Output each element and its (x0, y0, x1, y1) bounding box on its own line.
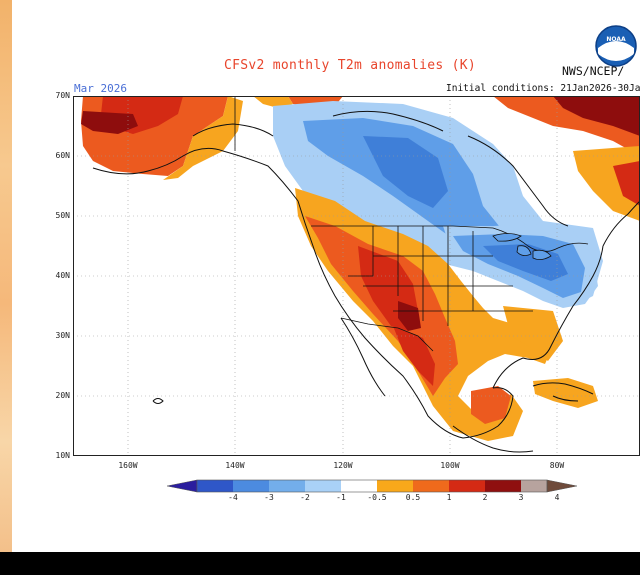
colorbar-triangle-high (546, 479, 577, 493)
anomaly-bering-extreme (81, 111, 138, 134)
anomaly-north-edge (253, 96, 293, 108)
colorbar-segment-3 (269, 480, 305, 492)
lat-label-50n: 50N (55, 211, 70, 220)
colorbar-segment-4 (305, 480, 341, 492)
lat-label-10n: 10N (55, 451, 70, 460)
chart-title: CFSv2 monthly T2m anomalies (K) (224, 58, 476, 73)
lon-label-120w: 120W (333, 461, 353, 470)
coastlines (92, 110, 640, 453)
noaa-logo-icon: NOAA (595, 25, 637, 67)
lat-label-20n: 20N (55, 391, 70, 400)
anomaly-southwest-extreme (398, 301, 421, 331)
anomaly-alaska-edge (163, 96, 243, 180)
grid-lines (73, 96, 640, 456)
great-lakes (492, 233, 552, 260)
colorbar-triangle-low (167, 479, 198, 493)
colorbar-tick-6: 0.5 (405, 493, 421, 502)
colorbar-segment-2 (233, 480, 269, 492)
lon-label-80w: 80W (549, 461, 565, 470)
anomaly-mexico-hot (393, 326, 435, 386)
anomaly-labrador-hot (613, 161, 640, 206)
colorbar-tick-8: 2 (482, 493, 488, 502)
colorbar (167, 479, 577, 493)
noaa-logo-text: NOAA (606, 36, 626, 43)
colorbar-segment-10 (521, 480, 547, 492)
lon-label-140w: 140W (225, 461, 245, 470)
anomaly-greenland-extreme (553, 96, 640, 136)
colorbar-tick-2: -3 (264, 493, 274, 502)
forecast-month: Mar 2026 (74, 82, 127, 95)
left-edge-strip (0, 0, 12, 552)
lat-label-70n: 70N (55, 91, 70, 100)
colorbar-tick-5: -0.5 (367, 493, 387, 502)
colorbar-tick-4: -1 (336, 493, 346, 502)
lat-label-40n: 40N (55, 271, 70, 280)
initial-conditions: Initial conditions: 21Jan2026-30Jan2 (446, 83, 640, 94)
colorbar-segment-9 (485, 480, 521, 492)
lat-label-60n: 60N (55, 151, 70, 160)
colorbar-tick-7: 1 (446, 493, 452, 502)
colorbar-tick-3: -2 (300, 493, 310, 502)
map-screen: NOAA CFSv2 monthly T2m anomalies (K) NWS… (0, 0, 640, 552)
colorbar-segment-5 (341, 480, 377, 492)
colorbar-segment-8 (449, 480, 485, 492)
lon-label-100w: 100W (440, 461, 460, 470)
anomaly-yucatan-warm (471, 386, 511, 424)
colorbar-segment-7 (413, 480, 449, 492)
bottom-black-bar (0, 552, 640, 575)
anomaly-southeast-light (503, 306, 563, 361)
colorbar-tick-9: 3 (518, 493, 524, 502)
anomaly-map (73, 96, 640, 456)
anomaly-canada-cool-dark (363, 136, 448, 208)
lat-label-30n: 30N (55, 331, 70, 340)
colorbar-tick-10: 4 (554, 493, 560, 502)
lon-label-160w: 160W (118, 461, 138, 470)
colorbar-segment-1 (197, 480, 233, 492)
colorbar-segment-6 (377, 480, 413, 492)
anomaly-caribbean-light (533, 378, 598, 408)
agency-label: NWS/NCEP/ (562, 64, 625, 78)
colorbar-tick-1: -4 (228, 493, 238, 502)
